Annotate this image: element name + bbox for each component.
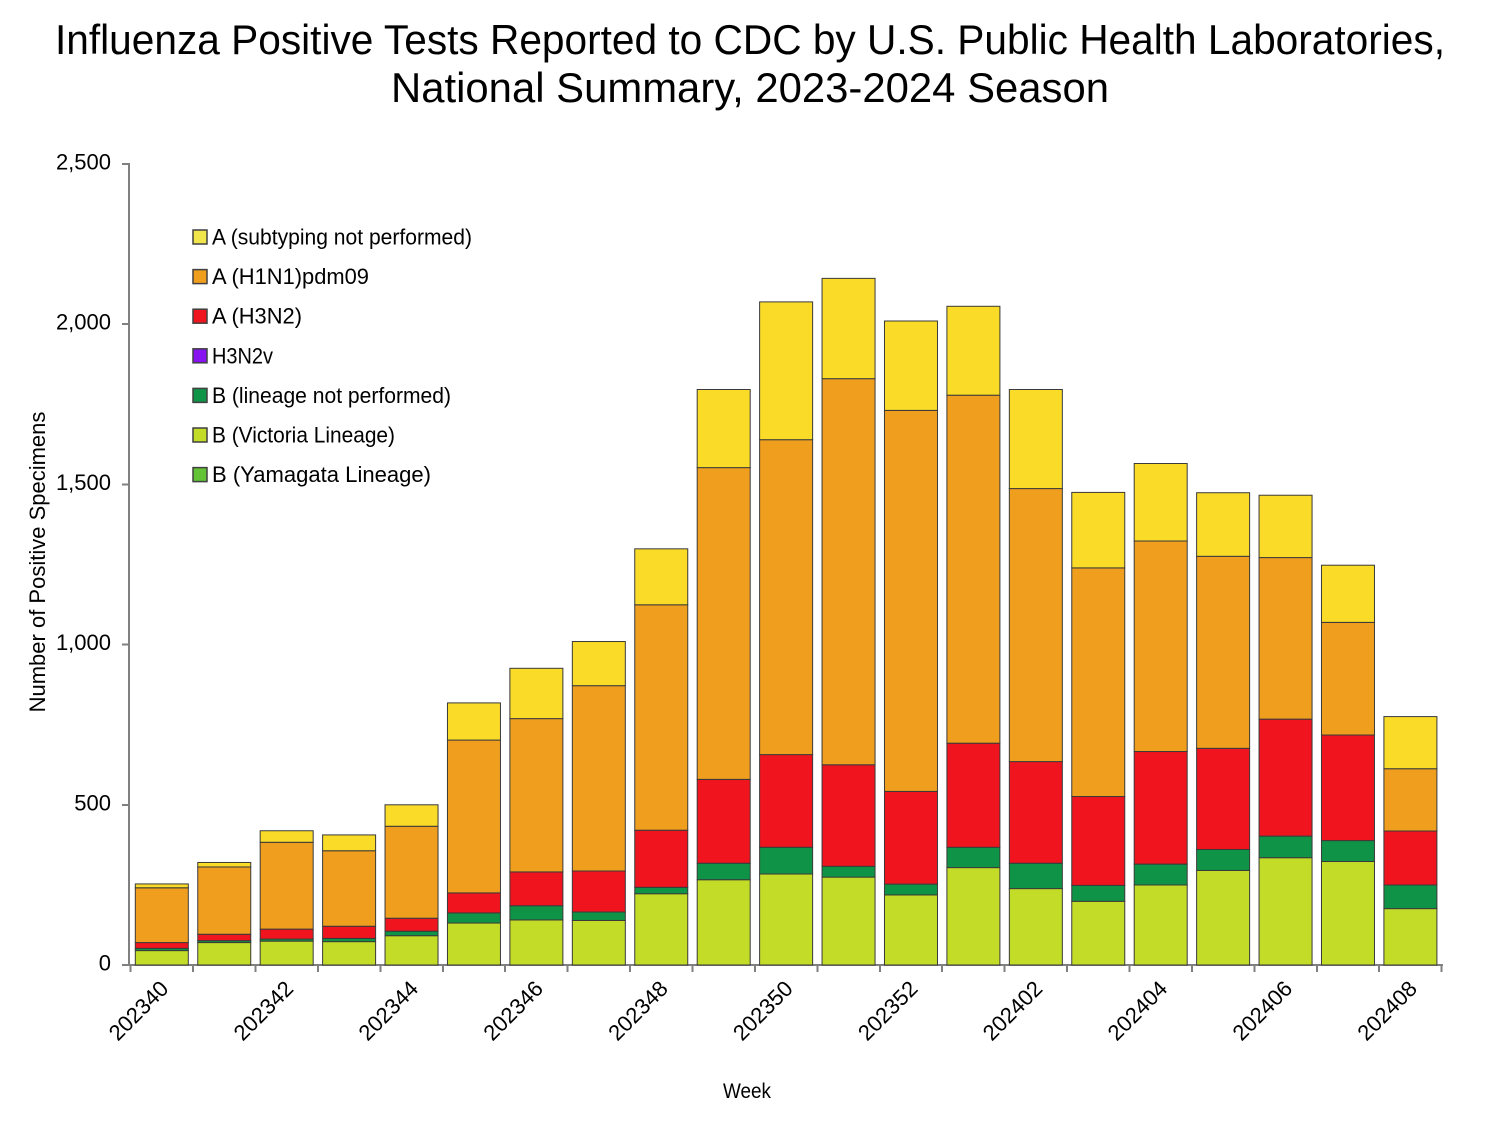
- svg-text:Week: Week: [723, 1080, 771, 1103]
- svg-text:B (Victoria Lineage): B (Victoria Lineage): [212, 423, 395, 448]
- svg-text:500: 500: [74, 790, 111, 815]
- svg-text:A (H1N1)pdm09: A (H1N1)pdm09: [212, 264, 369, 289]
- svg-text:B (Yamagata Lineage): B (Yamagata Lineage): [212, 462, 431, 487]
- svg-text:National Summary, 2023-2024 Se: National Summary, 2023-2024 Season: [391, 64, 1109, 111]
- svg-text:B (lineage not performed): B (lineage not performed): [212, 383, 451, 408]
- svg-text:2,000: 2,000: [56, 310, 111, 335]
- svg-text:1,500: 1,500: [56, 470, 111, 495]
- svg-text:Number of Positive Specimens: Number of Positive Specimens: [25, 412, 50, 713]
- svg-text:A (subtyping not performed): A (subtyping not performed): [212, 225, 472, 250]
- svg-text:0: 0: [99, 951, 111, 976]
- svg-text:1,000: 1,000: [56, 630, 111, 655]
- svg-text:A (H3N2): A (H3N2): [212, 304, 302, 329]
- svg-text:H3N2v: H3N2v: [212, 343, 273, 368]
- svg-text:2,500: 2,500: [56, 150, 111, 175]
- svg-text:Influenza Positive Tests Repor: Influenza Positive Tests Reported to CDC…: [55, 16, 1445, 63]
